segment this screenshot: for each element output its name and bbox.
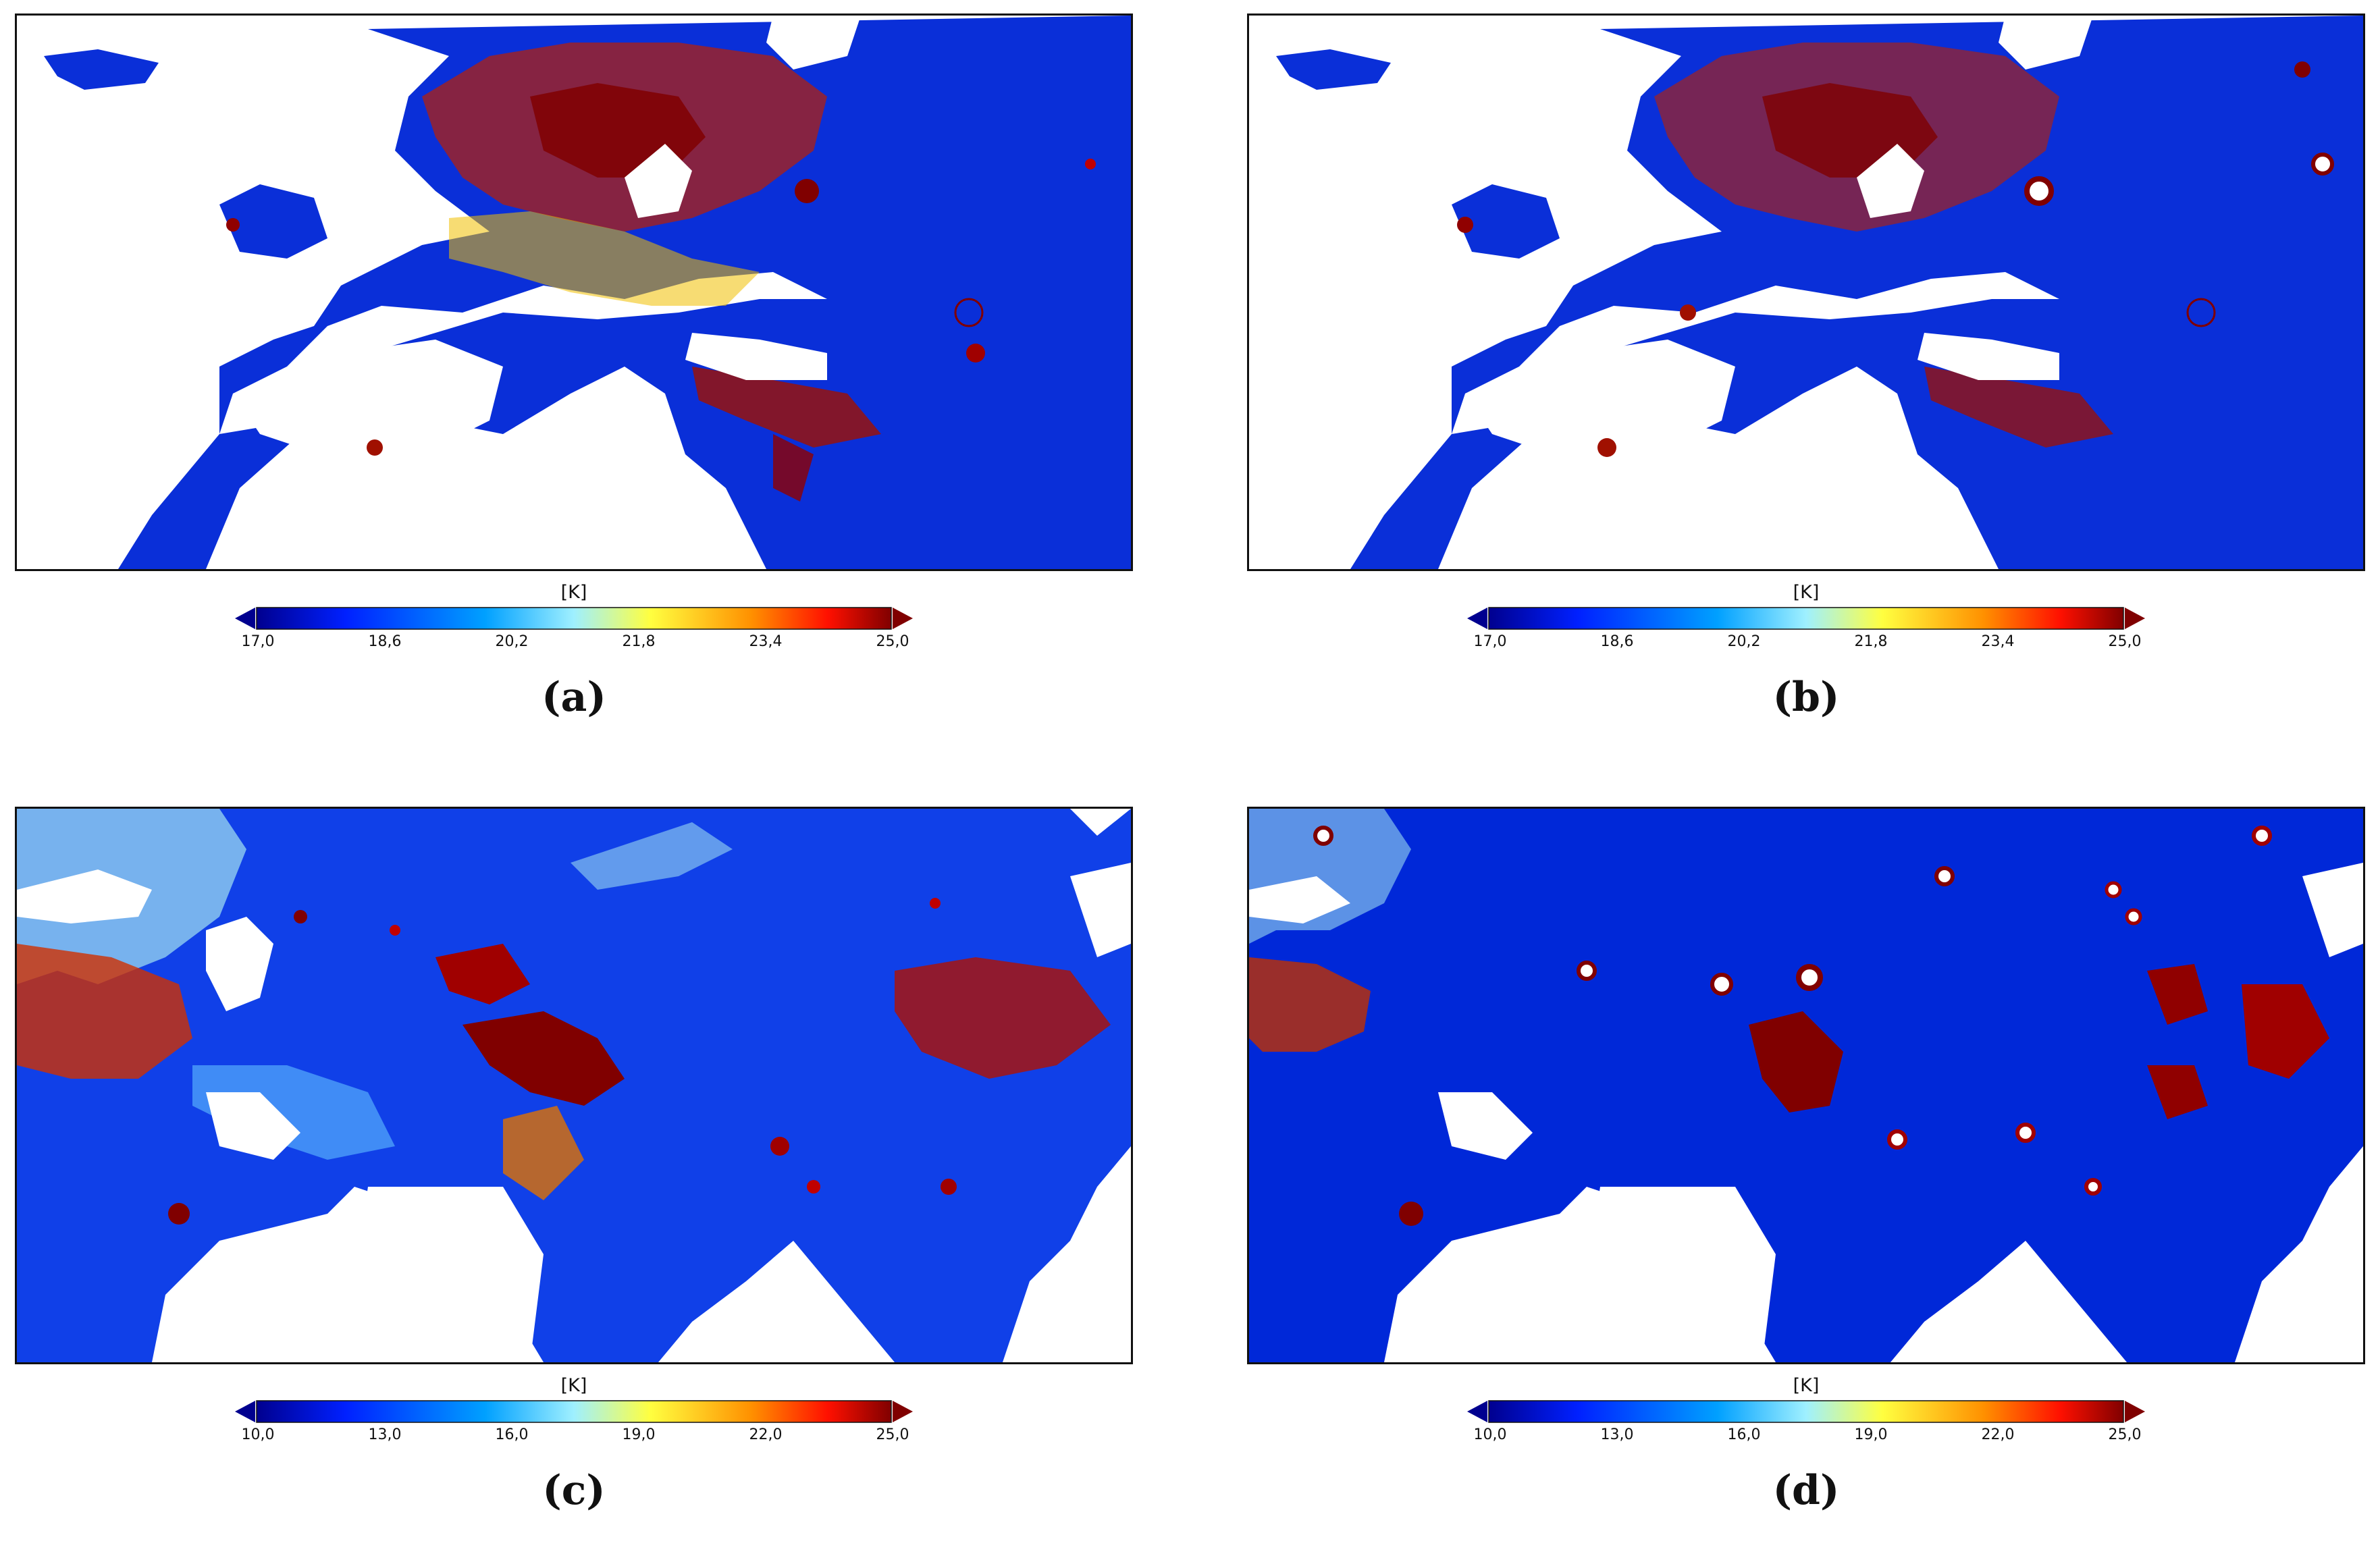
tick-label: 16,0 [1727,1426,1761,1443]
tick-label: 19,0 [622,1426,656,1443]
colorbar-extend-min-b [1467,608,1487,629]
colorbar-ticks-d: 10,0 13,0 16,0 19,0 22,0 25,0 [1474,1426,2142,1447]
panel-label-d: (d) [1772,1467,1840,1514]
map-c-canvas [17,809,1131,1362]
tick-label: 10,0 [241,1426,275,1443]
tick-label: 18,6 [368,633,402,650]
colorbar-ticks-a: 17,0 18,6 20,2 21,8 23,4 25,0 [242,633,909,653]
map-d [1247,807,2365,1364]
tick-label: 18,6 [1600,633,1634,650]
colorbar-extend-max-d [2125,1401,2145,1422]
colorbar-extend-min-a [235,608,255,629]
map-d-canvas [1249,809,2363,1362]
tick-label: 25,0 [876,633,909,650]
tick-label: 16,0 [495,1426,529,1443]
tick-label: 22,0 [1981,1426,2015,1443]
tick-label: 17,0 [1473,633,1507,650]
tick-label: 23,4 [1981,633,2015,650]
colorbar-extend-max-a [893,608,913,629]
colorbar-d [1467,1399,2145,1424]
colorbar-extend-max-b [2125,608,2145,629]
tick-label: 25,0 [2108,1426,2142,1443]
map-c [15,807,1133,1364]
panel-label-b: (b) [1772,674,1840,721]
tick-label: 13,0 [368,1426,402,1443]
tick-label: 23,4 [749,633,783,650]
colorbar-c [235,1399,913,1424]
colorbar-unit-c: [K] [560,1375,587,1396]
tick-label: 21,8 [1854,633,1888,650]
tick-label: 19,0 [1854,1426,1888,1443]
colorbar-unit-b: [K] [1793,582,1820,603]
tick-label: 25,0 [2108,633,2142,650]
colorbar-unit-a: [K] [560,582,587,603]
panel-label-c: (c) [542,1467,606,1514]
tick-label: 22,0 [749,1426,783,1443]
tick-label: 25,0 [876,1426,909,1443]
colorbar-extend-min-c [235,1401,255,1422]
map-b-canvas [1249,16,2363,569]
colorbar-extend-min-d [1467,1401,1487,1422]
colorbar-a [235,606,913,631]
map-a-canvas [17,16,1131,569]
colorbar-b [1467,606,2145,631]
panel-b: [K] 17,0 18,6 20,2 21,8 [1232,0,2380,763]
colorbar-unit-d: [K] [1793,1375,1820,1396]
colorbar-extend-max-c [893,1401,913,1422]
tick-label: 13,0 [1600,1426,1634,1443]
tick-label: 21,8 [622,633,656,650]
map-a [15,14,1133,571]
panel-c: [K] 10,0 13,0 16,0 19,0 [0,793,1188,1556]
colorbar-ticks-c: 10,0 13,0 16,0 19,0 22,0 25,0 [242,1426,909,1447]
tick-label: 20,2 [1727,633,1761,650]
panel-label-a: (a) [541,674,606,721]
tick-label: 10,0 [1473,1426,1507,1443]
colorbar-ticks-b: 17,0 18,6 20,2 21,8 23,4 25,0 [1474,633,2142,653]
tick-label: 20,2 [495,633,529,650]
panel-a: [K] 17,0 18,6 20,2 21,8 [0,0,1188,763]
map-b [1247,14,2365,571]
tick-label: 17,0 [241,633,275,650]
panel-d: [K] 10,0 13,0 16,0 19,0 [1232,793,2380,1556]
